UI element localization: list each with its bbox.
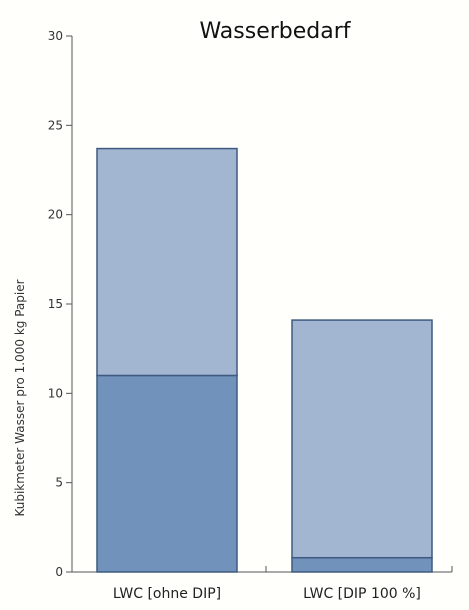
x-category-label: LWC [DIP 100 %]: [303, 586, 421, 602]
x-labels: LWC [ohne DIP] LWC [DIP 100 %]: [113, 586, 421, 602]
bar-segment-2-2: [292, 320, 432, 558]
y-ticks: 0 5 10 15 20 25 30: [48, 29, 72, 579]
y-tick-label: 25: [48, 118, 63, 132]
y-axis-label: Kubikmeter Wasser pro 1.000 kg Papier: [13, 279, 27, 516]
y-tick-label: 0: [55, 565, 63, 579]
y-tick-label: 20: [48, 208, 63, 222]
y-tick-label: 10: [48, 386, 63, 400]
bar-segment-1-1: [97, 375, 237, 572]
chart-title: Wasserbedarf: [199, 19, 351, 44]
y-tick-label: 30: [48, 29, 63, 43]
y-tick-label: 15: [48, 297, 63, 311]
x-category-label: LWC [ohne DIP]: [113, 586, 221, 602]
bar-segment-2-1: [292, 558, 432, 572]
bars: [97, 149, 432, 572]
bar-segment-1-2: [97, 149, 237, 376]
y-tick-label: 5: [55, 476, 63, 490]
